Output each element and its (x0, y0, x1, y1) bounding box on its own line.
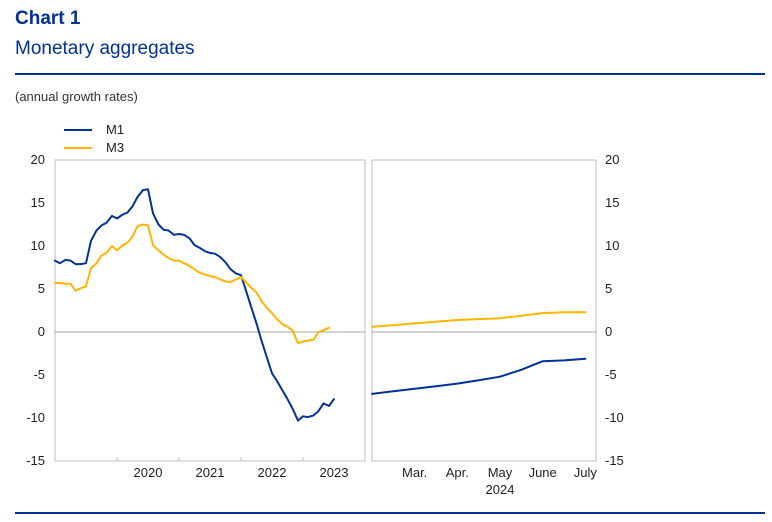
y-tick-label-right: 15 (605, 195, 619, 210)
x-tick-label: Apr. (446, 465, 469, 480)
x-tick-label: May (488, 465, 513, 480)
x-tick-label: July (574, 465, 598, 480)
plot-frame-1 (54, 159, 366, 462)
y-tick-label-left: 0 (38, 324, 45, 339)
y-tick-label-right: 20 (605, 152, 619, 167)
plot-frame-2 (371, 159, 597, 462)
y-tick-label-right: -10 (605, 410, 624, 425)
y-tick-label-right: 5 (605, 281, 612, 296)
chart-subtitle: (annual growth rates) (15, 89, 138, 104)
y-tick-label-left: -15 (26, 453, 45, 468)
x-tick-label: 2022 (258, 465, 287, 480)
chart-label: Chart 1 (15, 8, 81, 29)
x-tick-label: 2021 (196, 465, 225, 480)
x-tick-label: Mar. (402, 465, 427, 480)
series-line-m3-panel-2 (371, 311, 587, 328)
x-year-label: 2024 (486, 482, 515, 497)
series-line-m3-panel-1 (54, 223, 330, 345)
series-line-m1-panel-2 (371, 357, 587, 395)
y-tick-label-left: 20 (31, 152, 45, 167)
y-tick-label-left: 5 (38, 281, 45, 296)
legend-label-m1: M1 (106, 122, 124, 137)
y-tick-label-left: -10 (26, 410, 45, 425)
y-tick-label-left: 10 (31, 238, 45, 253)
y-tick-label-right: -5 (605, 367, 617, 382)
bottom-divider (15, 512, 765, 514)
y-tick-label-right: -15 (605, 453, 624, 468)
legend-label-m3: M3 (106, 140, 124, 155)
y-tick-label-right: 0 (605, 324, 612, 339)
chart-title: Monetary aggregates (15, 38, 195, 59)
series-line-m1-panel-1 (54, 188, 335, 422)
y-tick-label-left: 15 (31, 195, 45, 210)
y-tick-label-right: 10 (605, 238, 619, 253)
x-tick-label: June (529, 465, 557, 480)
x-tick-label: 2023 (320, 465, 349, 480)
top-divider (15, 73, 765, 75)
y-tick-label-left: -5 (33, 367, 45, 382)
x-tick-label: 2020 (134, 465, 163, 480)
